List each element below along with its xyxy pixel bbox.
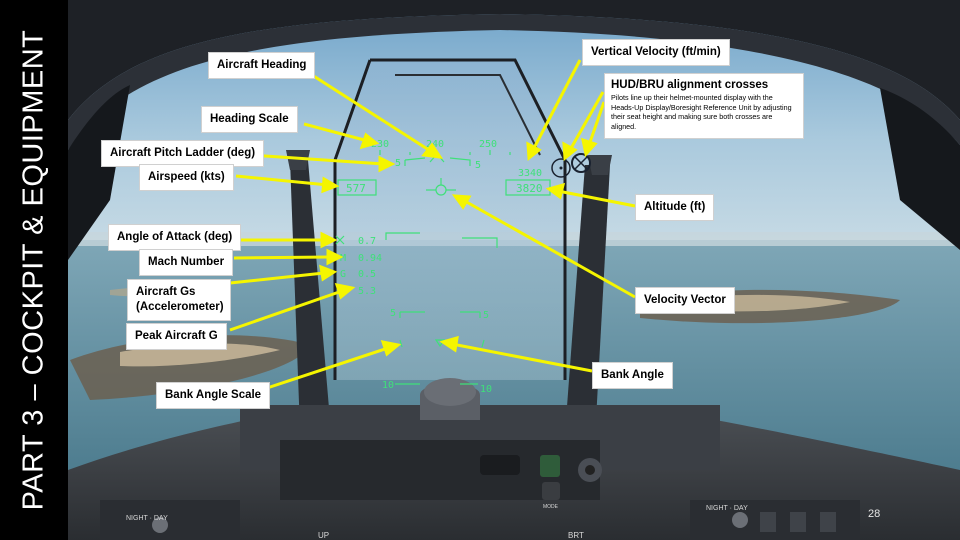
hud-bru-callout: HUD/BRU alignment crosses Pilots line up… [604,73,804,139]
hud-g-value: 0.5 [358,269,376,280]
bank-angle-scale-label: Bank Angle Scale [156,382,271,409]
callout-arrows [229,59,636,393]
hud-mach-value: 0.94 [358,253,382,264]
hud-lower-pitch-left: 5 [390,308,396,319]
hud-g-symbol: G [340,269,346,280]
hud-pitch-left: 5 [395,158,401,169]
hud-heading-right: 250 [479,139,497,150]
heading-scale-label: Heading Scale [201,106,298,133]
pitch-ladder-label: Aircraft Pitch Ladder (deg) [101,140,265,167]
hud-heading-center: 240 [426,139,444,150]
aircraft-gs-label: Aircraft Gs (Accelerometer) [127,279,231,321]
slide-number: 28 [868,508,881,520]
hud-bru-title: HUD/BRU alignment crosses [611,79,769,91]
section-title: PART 3 – COCKPIT & EQUIPMENT [17,29,50,511]
section-sidebar: PART 3 – COCKPIT & EQUIPMENT [0,0,68,540]
hud-airspeed: 577 [346,182,366,195]
hud-peak-g-value: 5.3 [358,286,376,297]
hud-bottom-pitch-right: 10 [480,384,492,395]
hud-aoa-value: 0.7 [358,236,376,247]
night-day-left-label: NIGHT · DAY [126,515,168,522]
vertical-velocity-label: Vertical Velocity (ft/min) [582,39,730,66]
velocity-vector-label: Velocity Vector [635,287,735,314]
night-day-right-label: NIGHT · DAY [706,505,748,512]
altitude-label: Altitude (ft) [635,194,715,221]
peak-g-label: Peak Aircraft G [126,323,227,350]
hud-pitch-right: 5 [475,160,481,171]
hud-lower-pitch-right: 5 [483,310,489,321]
hud-heading-left: 230 [371,139,389,150]
bank-angle-label: Bank Angle [592,362,673,389]
hud-bottom-pitch-left: 10 [382,380,394,391]
hud-bru-description: Pilots line up their helmet-mounted disp… [611,93,792,131]
hud-mach-symbol: M [340,253,346,264]
mode-label: MODE [543,504,559,510]
hud-vertical-velocity: 3340 [518,168,542,179]
brt-label: BRT [568,531,584,540]
aircraft-heading-label: Aircraft Heading [208,52,316,79]
up-label: UP [318,531,329,540]
airspeed-label: Airspeed (kts) [139,164,234,191]
mach-number-label: Mach Number [139,249,234,276]
angle-of-attack-label: Angle of Attack (deg) [108,224,242,251]
hud-altitude: 3820 [516,182,543,195]
